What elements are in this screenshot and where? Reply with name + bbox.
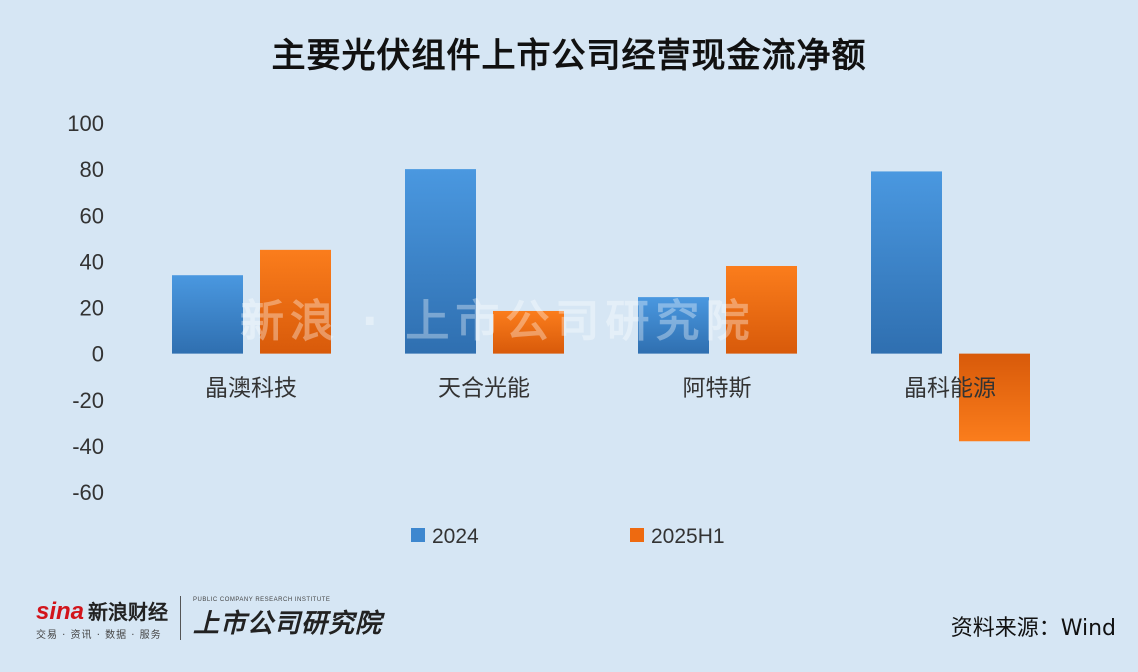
y-tick-label: 80: [80, 157, 104, 182]
chart-title: 主要光伏组件上市公司经营现金流净额: [271, 36, 867, 76]
legend-label-1: 2025H1: [651, 525, 725, 548]
bar-s2024-1: [405, 169, 476, 354]
y-axis: 100 80 60 40 20 0 -20 -40 -60: [67, 111, 104, 505]
legend-swatch-0: [411, 528, 425, 542]
y-tick-label: 0: [92, 342, 104, 367]
logo-divider: [180, 596, 182, 640]
bar-s2025h1-2: [726, 265, 797, 354]
sina-finance-logo: sina 新浪财经 交易 · 资讯 · 数据 · 服务: [36, 596, 168, 641]
institute-english-name: PUBLIC COMPANY RESEARCH INSTITUTE: [193, 596, 331, 603]
sina-mark: sina: [36, 597, 85, 625]
y-tick-label: -20: [72, 388, 104, 413]
legend: 2024 2025H1: [411, 525, 725, 548]
bar-s2025h1-1: [493, 310, 564, 354]
category-label: 晶澳科技: [205, 376, 297, 402]
bars: [172, 169, 1030, 442]
y-tick-label: -40: [72, 434, 104, 459]
y-tick-label: 40: [80, 249, 104, 274]
category-label: 阿特斯: [683, 376, 752, 402]
y-tick-label: -60: [72, 480, 104, 505]
legend-swatch-1: [630, 528, 644, 542]
y-tick-label: 20: [80, 296, 104, 321]
y-tick-label: 100: [67, 111, 104, 136]
institute-name: 上市公司研究院: [193, 608, 383, 639]
legend-label-0: 2024: [432, 525, 479, 548]
footer-logo: sina 新浪财经 交易 · 资讯 · 数据 · 服务 PUBLIC COMPA…: [36, 594, 382, 642]
category-label: 天合光能: [438, 376, 530, 402]
bar-s2024-0: [172, 275, 243, 354]
sina-tagline: 交易 · 资讯 · 数据 · 服务: [36, 629, 162, 641]
category-label: 晶科能源: [904, 376, 996, 402]
source-label: 资料来源：Wind: [950, 616, 1116, 641]
sina-name: 新浪财经: [88, 599, 169, 624]
category-labels: 晶澳科技 天合光能 阿特斯 晶科能源: [205, 376, 996, 402]
bar-s2024-2: [638, 297, 709, 354]
research-institute-logo: PUBLIC COMPANY RESEARCH INSTITUTE 上市公司研究…: [193, 597, 382, 640]
bar-s2025h1-3: [959, 353, 1030, 442]
y-tick-label: 60: [80, 203, 104, 228]
bar-s2025h1-0: [260, 249, 331, 354]
bar-s2024-3: [871, 171, 942, 354]
